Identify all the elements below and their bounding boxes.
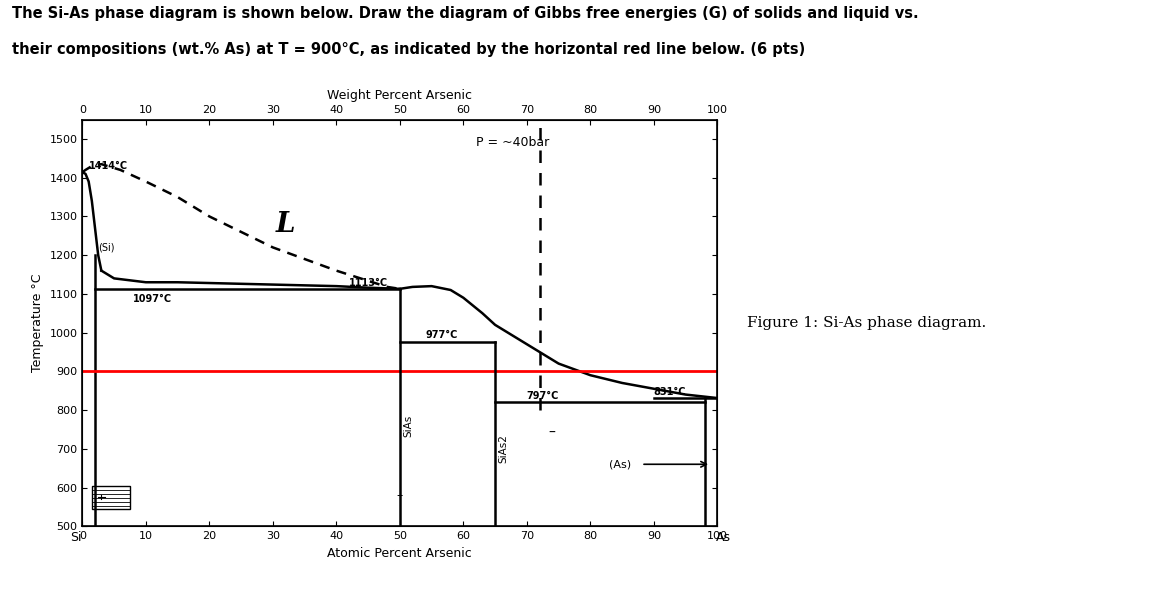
Text: 977°C: 977°C xyxy=(426,330,457,340)
Text: 1113°C: 1113°C xyxy=(349,277,388,288)
Text: 1414°C: 1414°C xyxy=(88,161,128,170)
Text: 831°C: 831°C xyxy=(654,387,687,397)
Text: Si: Si xyxy=(71,531,81,544)
Text: –: – xyxy=(396,489,403,502)
X-axis label: Atomic Percent Arsenic: Atomic Percent Arsenic xyxy=(327,547,473,560)
Text: (As): (As) xyxy=(609,459,632,469)
Text: 1097°C: 1097°C xyxy=(133,294,172,304)
Text: SiAs: SiAs xyxy=(403,414,413,437)
Text: Figure 1: Si-As phase diagram.: Figure 1: Si-As phase diagram. xyxy=(747,316,985,330)
Y-axis label: Temperature °C: Temperature °C xyxy=(31,274,44,372)
Text: 797°C: 797°C xyxy=(527,391,560,401)
Bar xyxy=(92,486,129,509)
Text: SiAs2: SiAs2 xyxy=(499,434,508,463)
X-axis label: Weight Percent Arsenic: Weight Percent Arsenic xyxy=(327,89,473,102)
Text: As: As xyxy=(716,531,731,544)
Text: (Si): (Si) xyxy=(99,242,115,252)
Text: L: L xyxy=(276,210,295,237)
Text: their compositions (wt.% As) at T = 900°C, as indicated by the horizontal red li: their compositions (wt.% As) at T = 900°… xyxy=(12,42,806,57)
Text: –: – xyxy=(549,426,556,440)
Text: The Si-As phase diagram is shown below. Draw the diagram of Gibbs free energies : The Si-As phase diagram is shown below. … xyxy=(12,6,918,21)
Text: P = ~40bar: P = ~40bar xyxy=(476,136,549,150)
